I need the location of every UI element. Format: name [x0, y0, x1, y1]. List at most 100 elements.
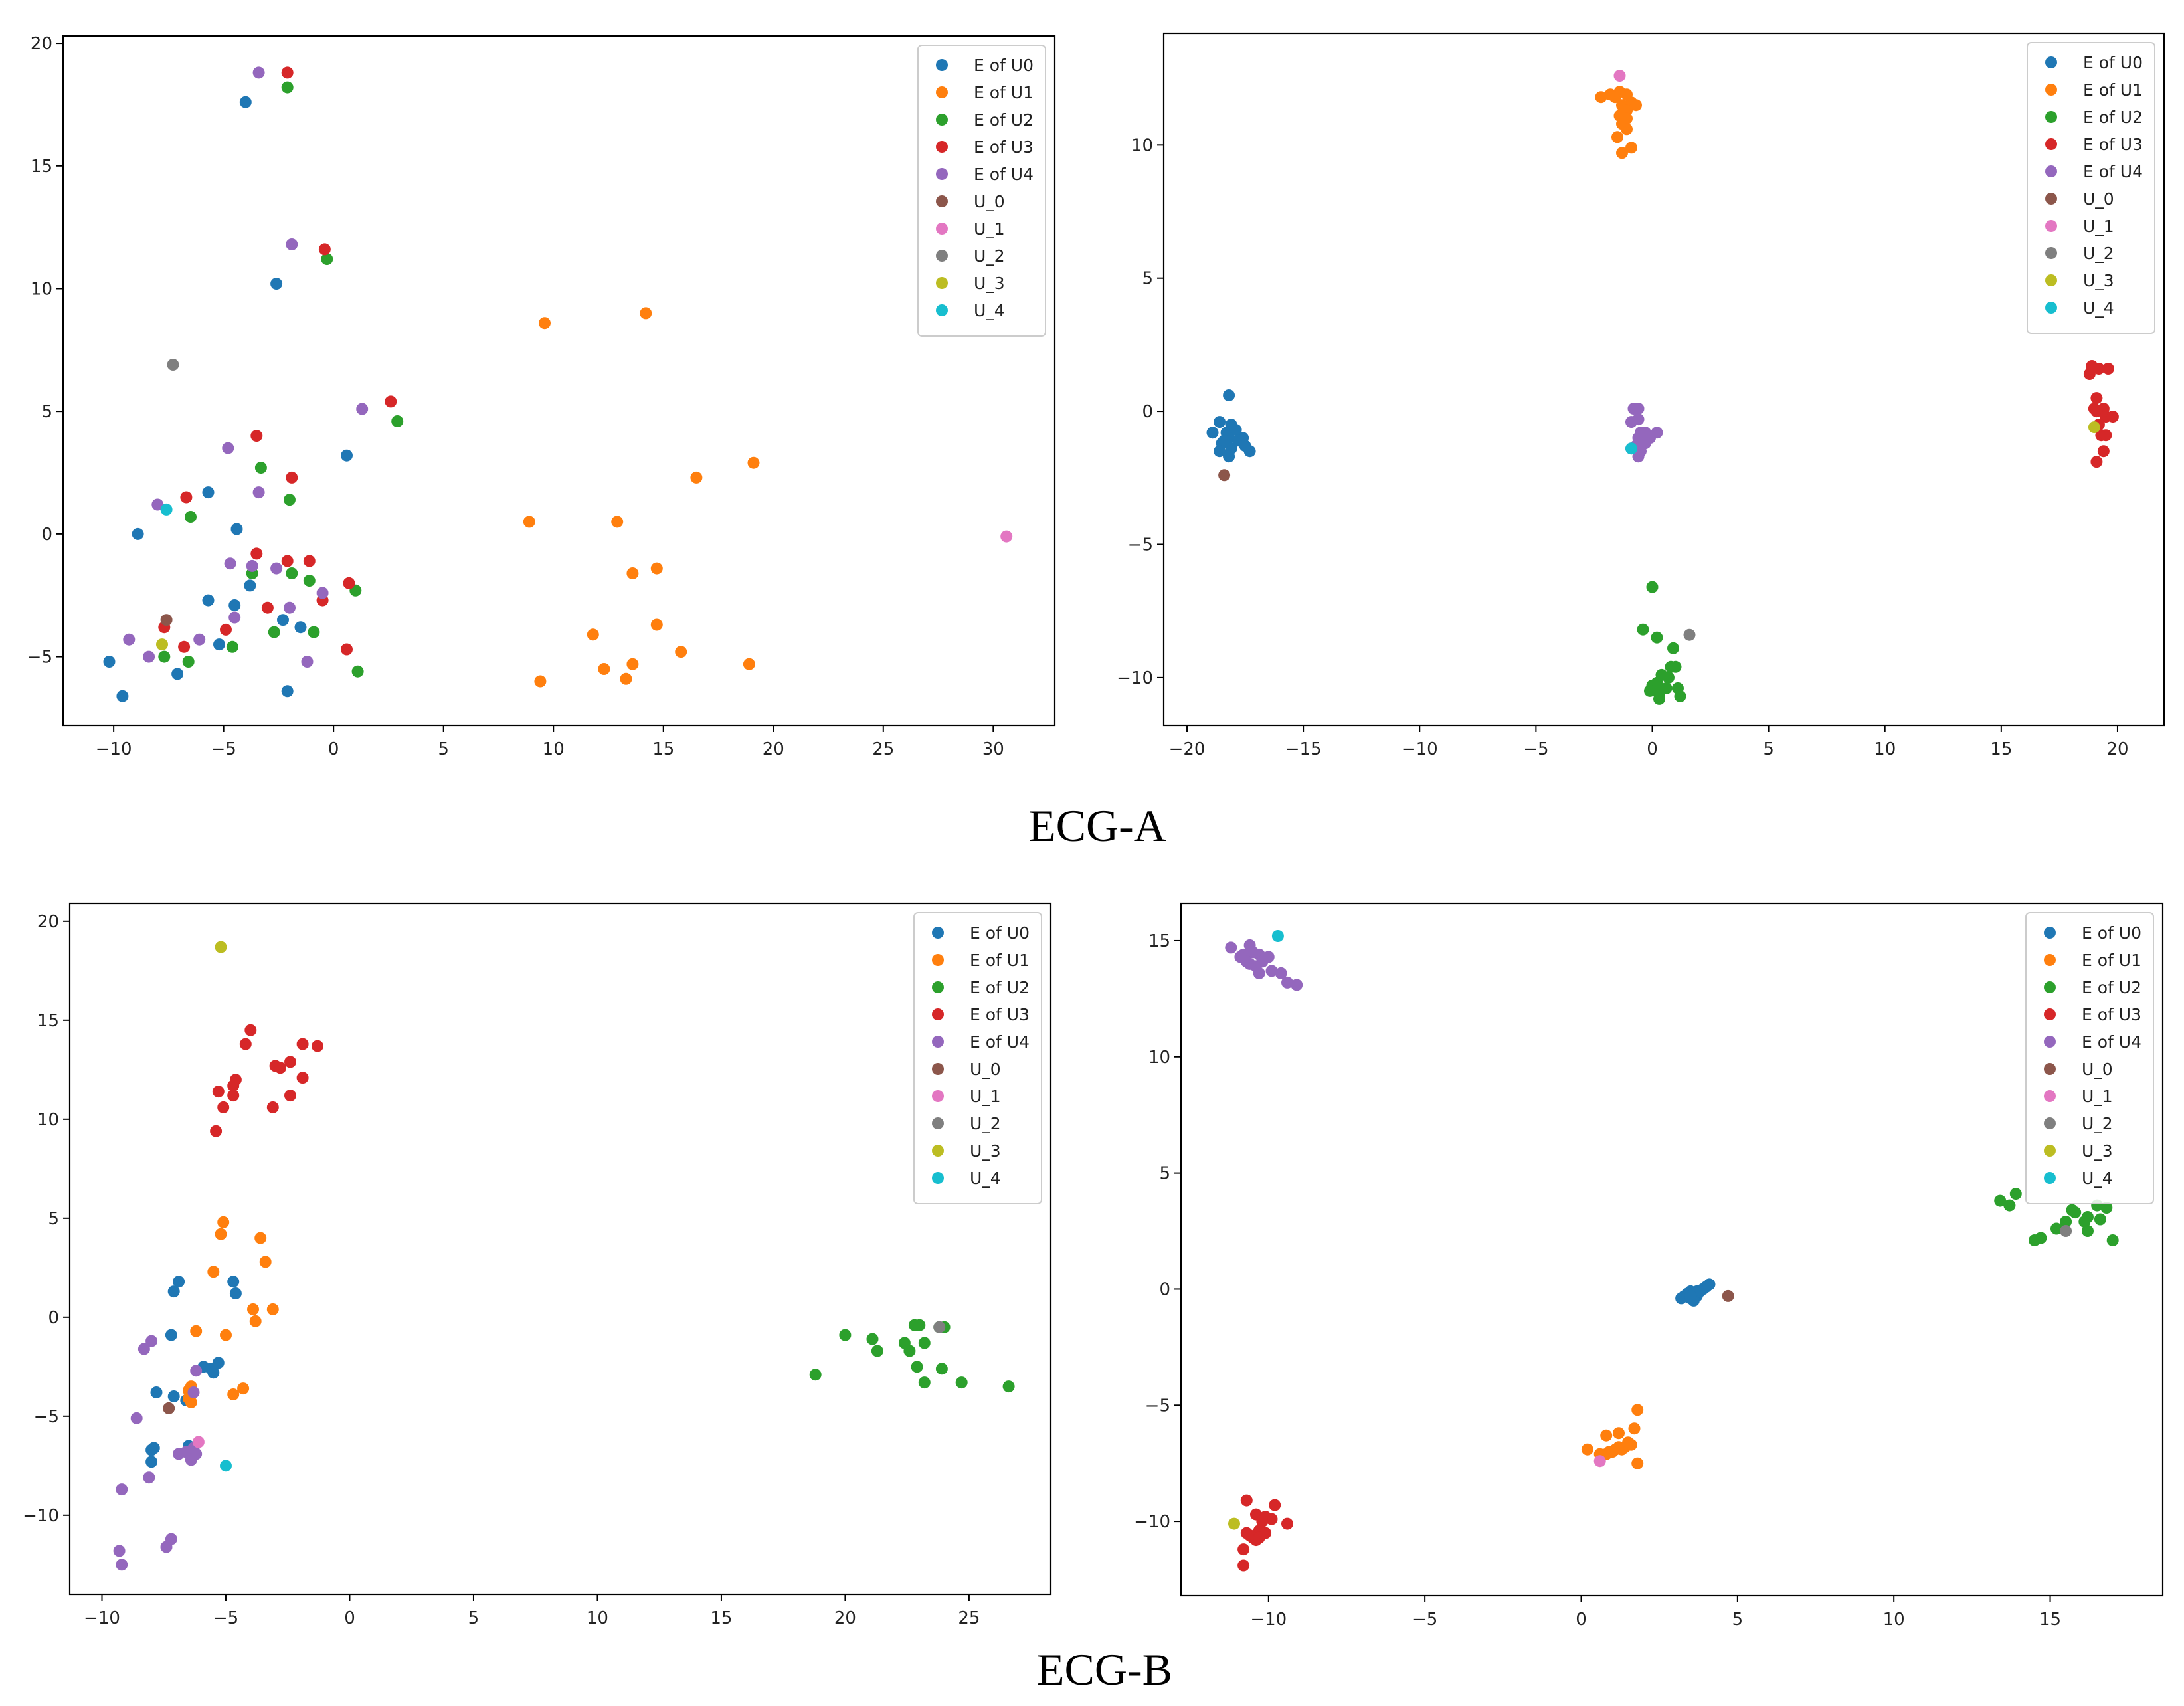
- point-e-of-u0: [230, 523, 243, 535]
- legend-marker-e-of-u0: [932, 927, 944, 939]
- point-e-of-u2: [2003, 1199, 2016, 1212]
- legend: E of U0 E of U1 E of U2 E of U3 E of U4 U_0 U_…: [913, 912, 1042, 1204]
- point-e-of-u2: [1651, 631, 1663, 644]
- series-e-of-u2: [1994, 1188, 2119, 1246]
- point-e-of-u0: [171, 668, 184, 680]
- point-e-of-u4: [123, 633, 136, 646]
- point-e-of-u4: [193, 633, 206, 646]
- point-e-of-u3: [250, 547, 263, 560]
- legend-label-u-2: U_2: [970, 1114, 1001, 1133]
- legend-marker-e-of-u2: [2044, 981, 2056, 993]
- point-u-3: [1228, 1517, 1240, 1530]
- point-e-of-u3: [274, 1062, 286, 1074]
- point-e-of-u1: [237, 1382, 250, 1395]
- point-e-of-u3: [220, 623, 232, 636]
- point-e-of-u0: [1223, 389, 1235, 401]
- series-e-of-u0: [145, 1276, 242, 1468]
- point-e-of-u1: [743, 658, 755, 670]
- legend-label-e-of-u1: E of U1: [2082, 951, 2141, 970]
- point-e-of-u3: [180, 491, 193, 504]
- point-e-of-u4: [228, 611, 241, 624]
- series-e-of-u0: [1206, 389, 1256, 463]
- point-e-of-u2: [935, 1363, 948, 1375]
- legend: E of U0 E of U1 E of U2 E of U3 E of U4 U_0 U_…: [2025, 912, 2154, 1204]
- point-e-of-u2: [182, 656, 195, 668]
- point-e-of-u1: [534, 675, 547, 688]
- plot-area-frame: [68, 902, 1052, 1596]
- point-e-of-u3: [303, 555, 316, 567]
- point-e-of-u2: [2100, 1202, 2113, 1214]
- x-tick-label: 20: [763, 739, 784, 759]
- plot-area-frame: [1180, 902, 2164, 1597]
- point-e-of-u2: [226, 640, 238, 653]
- point-e-of-u2: [2082, 1225, 2094, 1237]
- legend-marker-u-0: [2044, 1063, 2056, 1075]
- point-e-of-u2: [913, 1319, 926, 1331]
- series-e-of-u1: [183, 1216, 279, 1408]
- point-e-of-u1: [227, 1388, 240, 1400]
- x-tick-label: 15: [710, 1608, 732, 1628]
- point-e-of-u2: [391, 415, 404, 427]
- point-e-of-u2: [1644, 684, 1656, 697]
- point-e-of-u4: [1632, 403, 1645, 415]
- point-e-of-u4: [160, 1541, 173, 1553]
- y-tick-label: 10: [1148, 1048, 1170, 1068]
- point-e-of-u4: [356, 403, 369, 415]
- legend-label-e-of-u0: E of U0: [2082, 923, 2141, 943]
- legend-marker-e-of-u4: [2045, 165, 2057, 177]
- legend-marker-e-of-u3: [2044, 1008, 2056, 1020]
- point-e-of-u0: [213, 638, 225, 651]
- point-e-of-u2: [2106, 1234, 2119, 1246]
- legend-marker-e-of-u0: [2045, 56, 2057, 68]
- point-e-of-u3: [1256, 1515, 1269, 1528]
- point-e-of-u1: [640, 307, 652, 320]
- point-e-of-u4: [270, 562, 283, 575]
- y-tick-label: 20: [37, 912, 59, 932]
- legend-frame: [913, 912, 1042, 1204]
- y-tick-label: 5: [1159, 1164, 1170, 1184]
- legend-label-u-1: U_1: [2082, 1087, 2113, 1106]
- y-tick-label: 0: [1142, 402, 1153, 422]
- point-e-of-u0: [202, 486, 215, 499]
- y-tick-label: 5: [48, 1209, 59, 1229]
- series-u-4: [1625, 442, 1637, 455]
- point-e-of-u2: [185, 511, 197, 523]
- point-e-of-u0: [132, 527, 144, 540]
- point-e-of-u1: [747, 456, 760, 469]
- point-e-of-u3: [227, 1090, 240, 1102]
- x-tick-label: 10: [1883, 1610, 1905, 1630]
- point-e-of-u2: [2078, 1216, 2091, 1228]
- point-e-of-u1: [247, 1303, 259, 1315]
- y-tick-label: −5: [27, 648, 52, 668]
- point-e-of-u3: [2100, 429, 2112, 442]
- series-e-of-u2: [809, 1319, 1015, 1393]
- point-e-of-u2: [866, 1333, 879, 1345]
- point-e-of-u3: [312, 1040, 323, 1052]
- point-e-of-u3: [210, 1125, 223, 1137]
- legend-marker-u-2: [2045, 247, 2057, 259]
- legend-marker-u-4: [2044, 1172, 2056, 1184]
- legend-label-u-2: U_2: [2083, 244, 2114, 263]
- point-e-of-u3: [244, 1024, 257, 1036]
- point-e-of-u3: [1237, 1559, 1250, 1572]
- point-e-of-u3: [212, 1086, 225, 1098]
- point-e-of-u0: [207, 1367, 220, 1379]
- point-e-of-u4: [185, 1454, 197, 1466]
- point-e-of-u1: [1631, 1404, 1644, 1416]
- x-tick-label: 5: [1763, 739, 1774, 759]
- point-e-of-u4: [1281, 976, 1293, 989]
- x-tick-label: −5: [213, 1608, 238, 1628]
- point-e-of-u4: [1632, 450, 1645, 463]
- legend-marker-u-1: [932, 1090, 944, 1102]
- point-e-of-u4: [145, 1335, 158, 1347]
- y-tick-label: 5: [41, 402, 52, 422]
- point-e-of-u2: [284, 494, 296, 506]
- series-e-of-u3: [1237, 1494, 1293, 1572]
- point-e-of-u0: [145, 1456, 158, 1468]
- x-tick-label: 0: [328, 739, 339, 759]
- point-u-3: [2088, 421, 2100, 434]
- point-e-of-u4: [316, 587, 329, 599]
- point-e-of-u0: [341, 449, 353, 462]
- legend: E of U0 E of U1 E of U2 E of U3 E of U4 U_0 U_…: [2027, 42, 2155, 334]
